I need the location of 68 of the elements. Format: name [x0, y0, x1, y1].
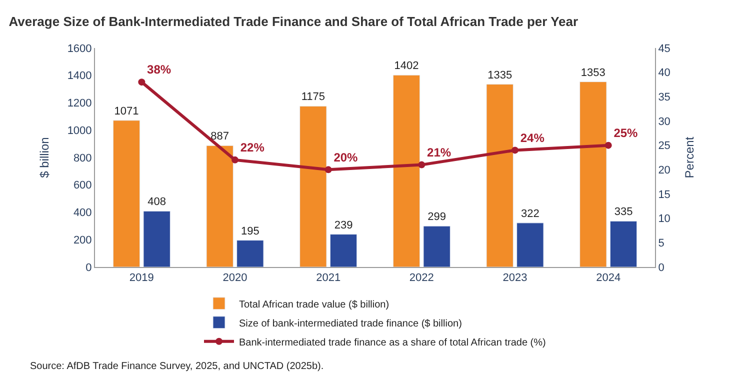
data-label: 25%: [614, 126, 638, 140]
y-tick-label: 600: [73, 180, 92, 192]
data-label: 195: [240, 225, 260, 238]
bar: [423, 226, 450, 267]
y-tick-label: 1000: [67, 124, 92, 137]
data-label: 239: [334, 219, 353, 232]
legend-label: Bank-intermediated trade finance as a share of total African trade (%): [239, 337, 546, 348]
data-label: 21%: [427, 145, 452, 160]
y2-tick-label: 45: [658, 42, 670, 55]
y2-tick-label: 10: [658, 213, 670, 226]
y2-tick-label: 35: [658, 92, 670, 104]
y2-axis-title: Percent: [682, 136, 696, 178]
data-label: 322: [520, 208, 540, 220]
y-tick-label: 0: [86, 262, 92, 274]
legend-label: Total African trade value ($ billion): [239, 299, 390, 310]
data-label: 408: [148, 196, 166, 208]
y2-tick-label: 20: [658, 164, 670, 177]
x-tick-label: 2023: [502, 272, 528, 284]
bar: [112, 120, 140, 267]
point: [604, 142, 612, 149]
y-tick-label: 1200: [67, 98, 92, 110]
bar: [516, 222, 544, 267]
data-label: 1335: [488, 69, 512, 82]
x-tick-label: 2019: [129, 272, 154, 284]
y2-tick-label: 0: [658, 262, 664, 274]
point: [324, 166, 332, 174]
data-label: 1071: [114, 105, 139, 118]
data-label: 1402: [394, 60, 419, 72]
bar: [330, 234, 358, 267]
point: [418, 161, 426, 168]
y-tick-label: 1400: [67, 70, 92, 82]
y-tick-label: 200: [73, 234, 92, 246]
x-tick-label: 2024: [596, 272, 621, 284]
y-axis-title: $ billion: [38, 137, 52, 178]
y2-tick-label: 5: [658, 238, 664, 250]
bar: [206, 145, 234, 267]
chart-title: Average Size of Bank-Intermediated Trade Finance and Share of Total African Trade per Year: [8, 14, 578, 30]
y-tick-label: 1600: [67, 42, 92, 55]
data-label: 24%: [520, 130, 545, 145]
x-tick-label: 2021: [316, 272, 341, 284]
x-tick-label: 2022: [409, 272, 434, 284]
data-label: 1175: [301, 91, 325, 104]
data-label: 22%: [240, 140, 265, 155]
data-label: 1353: [580, 66, 606, 79]
point: [138, 78, 146, 86]
y2-tick-label: 25: [658, 140, 670, 152]
x-tick-label: 2020: [222, 272, 248, 284]
y-tick-label: 800: [73, 152, 92, 164]
source-note: Source: AfDB Trade Finance Survey, 2025, and UNCTAD (2025b).: [30, 361, 324, 372]
data-label: 299: [428, 211, 446, 224]
bar: [236, 240, 264, 267]
y2-tick-label: 30: [658, 116, 670, 128]
y-tick-label: 400: [73, 207, 92, 220]
bar: [610, 220, 638, 267]
legend-label: Size of bank-intermediated trade finance ($ billion): [239, 318, 462, 330]
y2-tick-label: 40: [658, 67, 670, 80]
bar: [392, 74, 420, 267]
bar: [143, 210, 170, 267]
point: [232, 156, 238, 164]
y2-tick-label: 15: [658, 188, 670, 201]
bar: [486, 84, 514, 267]
point: [512, 146, 518, 154]
data-label: 887: [210, 130, 230, 143]
data-label: 38%: [147, 62, 172, 77]
data-label: 20%: [334, 150, 358, 164]
data-label: 335: [614, 206, 633, 218]
bar: [300, 106, 327, 267]
bar: [580, 82, 607, 267]
